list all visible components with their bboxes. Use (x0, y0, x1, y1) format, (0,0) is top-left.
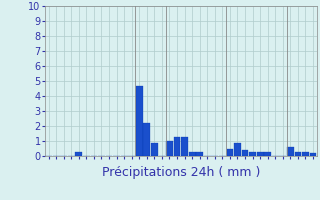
Bar (234, 142, 241, 156)
Bar (257, 152, 264, 156)
X-axis label: Précipitations 24h ( mm ): Précipitations 24h ( mm ) (102, 166, 260, 179)
Bar (294, 152, 301, 156)
Bar (287, 147, 294, 156)
Bar (227, 148, 233, 156)
Bar (76, 152, 82, 156)
Bar (310, 153, 316, 156)
Bar (151, 142, 158, 156)
Bar (136, 86, 143, 156)
Bar (143, 123, 150, 156)
Bar (174, 136, 180, 156)
Bar (302, 152, 309, 156)
Bar (189, 152, 196, 156)
Bar (264, 152, 271, 156)
Bar (166, 141, 173, 156)
Bar (249, 152, 256, 156)
Bar (242, 150, 248, 156)
Bar (196, 152, 203, 156)
Bar (181, 136, 188, 156)
